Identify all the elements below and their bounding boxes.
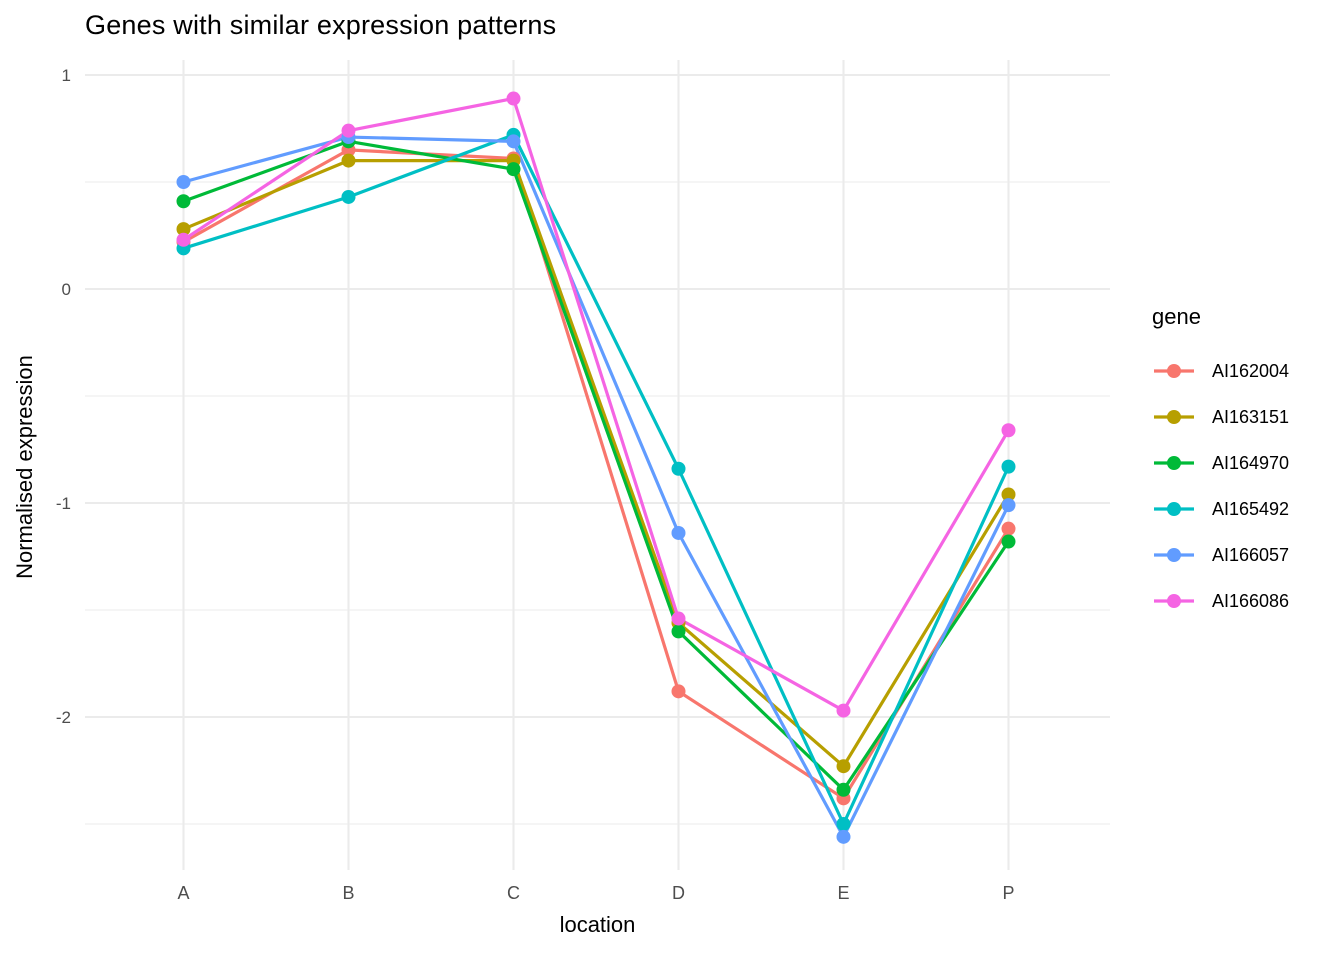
series-line-AI164970 — [182, 139, 1010, 793]
data-point-AI162004-P — [1001, 521, 1016, 536]
data-point-AI166086-A — [176, 232, 191, 247]
x-tick-label: A — [177, 883, 189, 903]
legend-item-AI165492: AI165492 — [1152, 486, 1289, 532]
x-tick-label: D — [672, 883, 685, 903]
legend-item-label: AI163151 — [1212, 406, 1290, 427]
data-point-AI164970-E — [836, 782, 851, 797]
series-line-AI166057 — [183, 135, 1010, 841]
legend-key-point — [1167, 456, 1181, 470]
chart-title: Genes with similar expression patterns — [85, 10, 557, 40]
data-point-AI163151-E — [836, 759, 851, 774]
data-point-AI165492-E — [836, 817, 851, 831]
legend-title: gene — [1152, 304, 1201, 329]
data-point-AI166086-E — [836, 703, 851, 718]
legend-key-icon — [1154, 502, 1194, 516]
legend-item-AI162004: AI162004 — [1152, 348, 1289, 394]
legend-item-label: AI166057 — [1212, 544, 1290, 565]
legend-key-point — [1167, 594, 1181, 608]
series-line-AI165492 — [183, 132, 1010, 828]
y-tick-label: -1 — [56, 494, 71, 513]
legend-item-AI163151: AI163151 — [1152, 394, 1289, 440]
series-line-AI166086 — [182, 96, 1010, 713]
y-tick-label: -2 — [56, 708, 71, 727]
legend-key-icon — [1154, 456, 1194, 470]
y-tick-label: 1 — [62, 66, 71, 85]
data-point-AI166057-E — [836, 829, 851, 844]
series-line-AI163151 — [182, 159, 1010, 769]
data-point-AI164970-A — [176, 194, 191, 209]
legend: gene AI162004 AI163151 AI164970 AI165492 AI1… — [1152, 304, 1289, 624]
legend-key-point — [1167, 410, 1181, 424]
data-point-AI163151-P — [1001, 487, 1016, 502]
legend-key-icon — [1154, 548, 1194, 562]
legend-item-label: AI166086 — [1212, 590, 1290, 611]
legend-item-AI166086: AI166086 — [1152, 578, 1289, 624]
x-tick-label: C — [507, 883, 520, 903]
data-point-AI166057-C — [506, 134, 521, 149]
y-tick-label: 0 — [62, 280, 71, 299]
data-point-AI163151-A — [176, 222, 191, 237]
data-point-AI164970-P — [1001, 534, 1016, 549]
x-axis-title: location — [559, 912, 636, 937]
legend-item-label: AI165492 — [1212, 498, 1290, 519]
data-point-AI166086-D — [671, 611, 686, 626]
legend-item-label: AI162004 — [1212, 360, 1290, 381]
legend-key-point — [1167, 548, 1181, 562]
data-point-AI163151-B — [341, 153, 356, 168]
data-point-AI166057-D — [671, 525, 686, 540]
data-point-AI166086-C — [506, 91, 521, 106]
x-tick-label: P — [1002, 883, 1014, 903]
data-point-AI165492-B — [341, 189, 356, 204]
legend-key-icon — [1154, 410, 1194, 424]
data-point-AI165492-D — [671, 461, 686, 476]
series-line-AI162004 — [182, 148, 1010, 801]
data-point-AI162004-D — [671, 684, 686, 699]
legend-item-AI166057: AI166057 — [1152, 532, 1289, 578]
data-point-AI166057-P — [1001, 498, 1016, 513]
data-point-AI166086-B — [341, 123, 356, 138]
legend-item-label: AI164970 — [1212, 452, 1290, 473]
legend-key-icon — [1154, 364, 1194, 378]
legend-item-AI164970: AI164970 — [1152, 440, 1289, 486]
data-point-AI164970-C — [506, 162, 521, 177]
data-point-AI165492-P — [1001, 459, 1016, 474]
y-axis-title: Normalised expression — [12, 355, 37, 579]
x-tick-label: E — [837, 883, 849, 903]
x-tick-label: B — [342, 883, 354, 903]
data-point-AI166057-A — [176, 175, 191, 189]
data-point-AI166086-P — [1001, 423, 1016, 438]
data-point-AI164970-D — [671, 624, 686, 639]
legend-key-point — [1167, 364, 1181, 378]
legend-key-icon — [1154, 594, 1194, 608]
legend-key-point — [1167, 502, 1181, 516]
